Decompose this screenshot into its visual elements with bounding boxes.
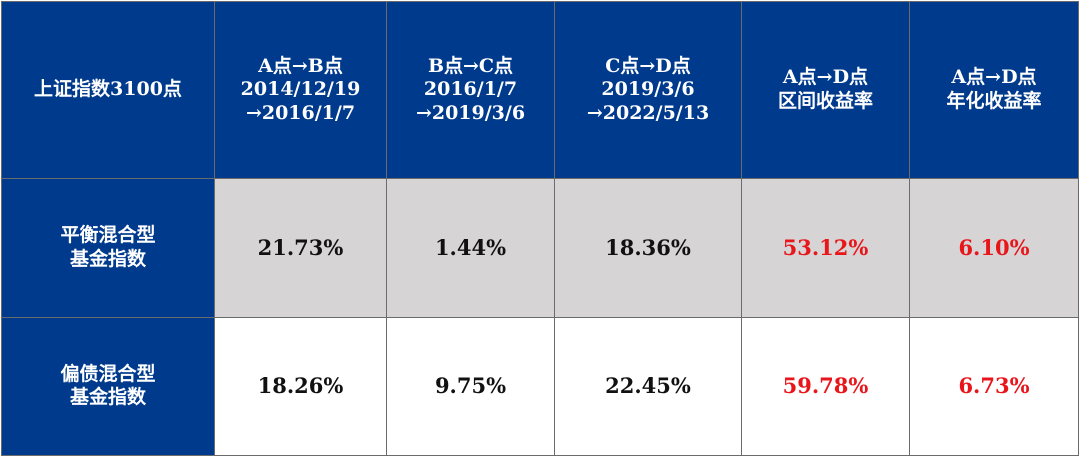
cell-value: 22.45% <box>554 316 742 457</box>
table-row-bond-biased-fund: 偏债混合型 基金指数 18.26% 9.75% 22.45% 59.78% 6.… <box>1 316 1079 457</box>
row-label-bond-biased-fund: 偏债混合型 基金指数 <box>1 316 215 457</box>
column-header-interval-return: A点→D点 区间收益率 <box>741 0 910 180</box>
column-header-a-b: A点→B点 2014/12/19 →2016/1/7 <box>214 0 387 180</box>
cell-value-highlight: 59.78% <box>741 316 910 457</box>
corner-header: 上证指数3100点 <box>1 0 215 180</box>
column-header-c-d: C点→D点 2019/3/6 →2022/5/13 <box>554 0 742 180</box>
cell-value: 18.36% <box>554 178 742 318</box>
cell-value: 21.73% <box>214 178 387 318</box>
table-row-balanced-fund: 平衡混合型 基金指数 21.73% 1.44% 18.36% 53.12% 6.… <box>1 178 1079 318</box>
row-label-balanced-fund: 平衡混合型 基金指数 <box>1 178 215 318</box>
cell-value: 18.26% <box>214 316 387 457</box>
cell-value: 1.44% <box>386 178 555 318</box>
column-header-b-c: B点→C点 2016/1/7 →2019/3/6 <box>386 0 555 180</box>
cell-value-highlight: 53.12% <box>741 178 910 318</box>
header-row: 上证指数3100点 A点→B点 2014/12/19 →2016/1/7 B点→… <box>1 0 1079 180</box>
column-header-annualized-return: A点→D点 年化收益率 <box>909 0 1079 180</box>
cell-value-highlight: 6.10% <box>909 178 1079 318</box>
cell-value-highlight: 6.73% <box>909 316 1079 457</box>
cell-value: 9.75% <box>386 316 555 457</box>
